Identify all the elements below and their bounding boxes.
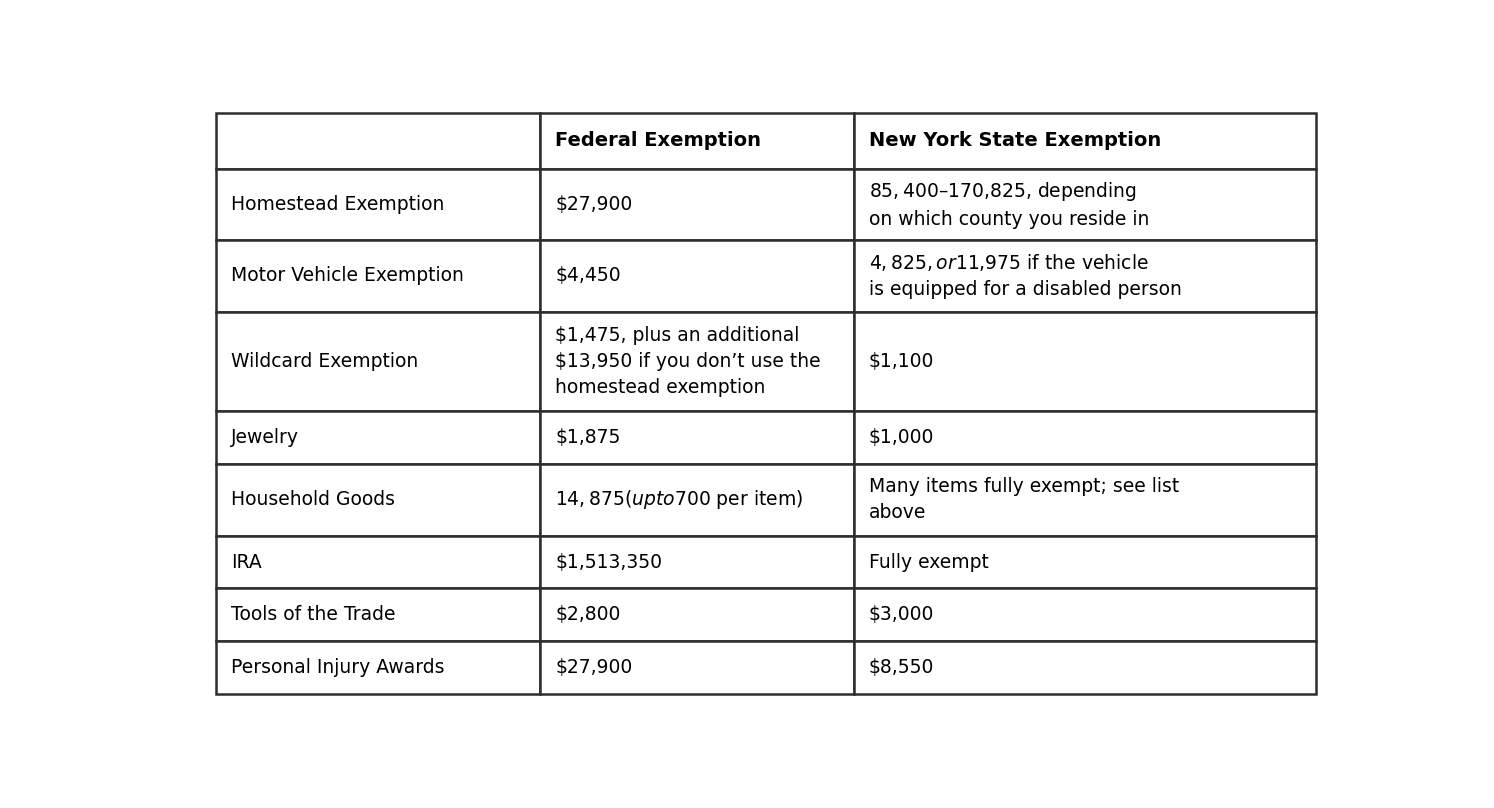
Bar [541, 536, 853, 588]
Bar [215, 312, 541, 411]
Bar [215, 464, 541, 536]
Text: $2,800: $2,800 [556, 605, 620, 625]
Text: New York State Exemption: New York State Exemption [868, 131, 1161, 150]
Bar [541, 464, 853, 536]
Text: $1,000: $1,000 [868, 428, 934, 447]
Bar [853, 464, 1316, 536]
Bar [215, 411, 541, 464]
Text: Homestead Exemption: Homestead Exemption [230, 195, 444, 214]
Text: $3,000: $3,000 [868, 605, 934, 625]
Text: $27,900: $27,900 [556, 195, 632, 214]
Bar [215, 642, 541, 694]
Bar [215, 112, 541, 169]
Bar [541, 411, 853, 464]
Text: Tools of the Trade: Tools of the Trade [230, 605, 396, 625]
Text: Many items fully exempt; see list
above: Many items fully exempt; see list above [868, 478, 1179, 522]
Bar [541, 169, 853, 240]
Text: $1,513,350: $1,513,350 [556, 553, 662, 571]
Text: Wildcard Exemption: Wildcard Exemption [230, 351, 418, 371]
Text: Motor Vehicle Exemption: Motor Vehicle Exemption [230, 267, 463, 285]
Text: Personal Injury Awards: Personal Injury Awards [230, 659, 444, 677]
Text: $8,550: $8,550 [868, 659, 934, 677]
Text: $27,900: $27,900 [556, 659, 632, 677]
Bar [541, 112, 853, 169]
Bar [853, 169, 1316, 240]
Bar [853, 312, 1316, 411]
Text: $14,875 (up to $700 per item): $14,875 (up to $700 per item) [556, 488, 804, 511]
Bar [215, 169, 541, 240]
Bar [215, 588, 541, 642]
Bar [853, 588, 1316, 642]
Bar [541, 588, 853, 642]
Text: $1,475, plus an additional
$13,950 if you don’t use the
homestead exemption: $1,475, plus an additional $13,950 if yo… [556, 326, 820, 397]
Text: Jewelry: Jewelry [230, 428, 299, 447]
Bar [853, 240, 1316, 312]
Text: $4,450: $4,450 [556, 267, 622, 285]
Bar [215, 240, 541, 312]
Text: $1,100: $1,100 [868, 351, 934, 371]
Bar [853, 411, 1316, 464]
Bar [853, 536, 1316, 588]
Text: $85,400–$170,825, depending
on which county you reside in: $85,400–$170,825, depending on which cou… [868, 180, 1149, 229]
Text: Federal Exemption: Federal Exemption [556, 131, 762, 150]
Bar [541, 642, 853, 694]
Text: $1,875: $1,875 [556, 428, 620, 447]
Text: Household Goods: Household Goods [230, 490, 394, 509]
Bar [853, 112, 1316, 169]
Text: IRA: IRA [230, 553, 261, 571]
Bar [541, 312, 853, 411]
Bar [853, 642, 1316, 694]
Text: $4,825, or $11,975 if the vehicle
is equipped for a disabled person: $4,825, or $11,975 if the vehicle is equ… [868, 252, 1182, 299]
Bar [541, 240, 853, 312]
Text: Fully exempt: Fully exempt [868, 553, 989, 571]
Bar [215, 536, 541, 588]
